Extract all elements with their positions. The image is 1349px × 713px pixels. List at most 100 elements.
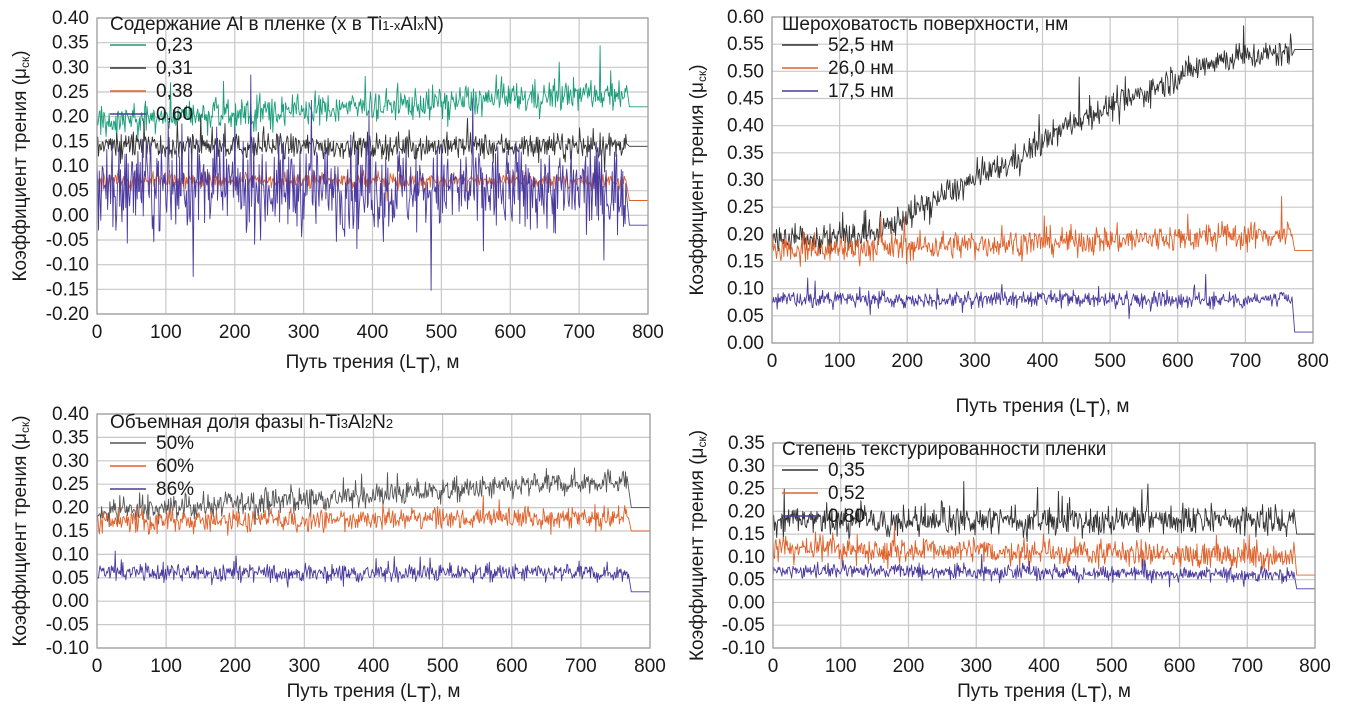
legend: Степень текстурированности пленки0,350,5… bbox=[782, 439, 1106, 527]
series-line-1 bbox=[771, 25, 1313, 255]
chart-panel-1: 0 100 200 300 400 500 600 700 800 -0.20 -0.15 -0.10… bbox=[10, 8, 664, 378]
x-tick-label: 200 bbox=[219, 656, 251, 677]
y-tick-label: 0.15 bbox=[52, 521, 89, 542]
y-tick-label: 0.00 bbox=[727, 333, 764, 354]
y-tick-label: -0.15 bbox=[46, 279, 89, 300]
series-line-1 bbox=[96, 45, 648, 145]
x-tick-label: 700 bbox=[565, 656, 597, 677]
y-tick-label: 0.15 bbox=[727, 252, 764, 273]
y-tick-label: 0.00 bbox=[52, 591, 89, 612]
plot-frame bbox=[771, 16, 1314, 344]
x-tick-label: 800 bbox=[634, 656, 666, 677]
y-tick-label: 0.35 bbox=[52, 427, 89, 448]
y-tick-label: -0.05 bbox=[46, 615, 89, 636]
y-tick-label: 0.05 bbox=[728, 570, 765, 591]
x-tick-label: 400 bbox=[357, 322, 389, 343]
y-tick-label: 0.20 bbox=[52, 498, 89, 519]
x-tick-label: 0 bbox=[768, 656, 779, 677]
legend-title: Шероховатость поверхности, нм bbox=[782, 14, 1068, 35]
x-tick-label: 300 bbox=[960, 656, 992, 677]
y-tick-label: 0.20 bbox=[727, 224, 764, 245]
y-tick-label: 0.10 bbox=[727, 279, 764, 300]
x-tick-label: 400 bbox=[1028, 656, 1060, 677]
legend-item-label: 26,0 нм bbox=[828, 58, 894, 79]
y-tick-label: 0.10 bbox=[52, 156, 89, 177]
y-tick-label: 0.05 bbox=[52, 181, 89, 202]
y-tick-label: 0.25 bbox=[52, 474, 89, 495]
legend-item-label: 0,38 bbox=[156, 81, 193, 102]
y-tick-label: 0.40 bbox=[52, 8, 89, 29]
plot-frame bbox=[96, 17, 649, 315]
legend-item-label: 50% bbox=[156, 433, 194, 454]
y-tick-label: 0.15 bbox=[52, 131, 89, 152]
legend-title: Объемная доля фазы h-Ti3Al2N2 bbox=[110, 412, 393, 433]
x-tick-label: 600 bbox=[496, 656, 528, 677]
legend-item-label: 0,31 bbox=[156, 58, 193, 79]
series-line-2 bbox=[96, 114, 648, 173]
legend-item-label: 0,35 bbox=[828, 460, 865, 481]
legend: Содержание Al в пленке (x в Ti1-xAlxN) 0,… bbox=[110, 14, 444, 125]
series-line-1 bbox=[96, 467, 650, 528]
y-tick-label: 0.30 bbox=[52, 451, 89, 472]
y-tick-label: 0.35 bbox=[52, 33, 89, 54]
y-tick-label: 0.25 bbox=[52, 82, 89, 103]
x-tick-label: 500 bbox=[1096, 656, 1128, 677]
x-tick-label: 800 bbox=[1297, 351, 1329, 372]
series-line-3 bbox=[96, 550, 650, 593]
x-tick-label: 100 bbox=[150, 322, 182, 343]
y-tick-label: 0.50 bbox=[727, 61, 764, 82]
y-tick-label: 0.15 bbox=[728, 524, 765, 545]
y-tick-label: -0.20 bbox=[46, 304, 89, 325]
x-tick-label: 500 bbox=[1094, 351, 1126, 372]
y-tick-label: 0.45 bbox=[727, 89, 764, 110]
x-tick-label: 100 bbox=[824, 351, 856, 372]
y-tick-label: 0.05 bbox=[52, 568, 89, 589]
x-tick-label: 300 bbox=[289, 656, 321, 677]
y-axis-label: Коэффициент трения (μск) bbox=[10, 415, 32, 646]
y-tick-label: 0.20 bbox=[728, 501, 765, 522]
x-tick-label: 400 bbox=[358, 656, 390, 677]
y-tick-label: -0.05 bbox=[46, 230, 89, 251]
x-axis-label: Путь трения (LT), м bbox=[286, 352, 460, 378]
legend-item-label: 60% bbox=[156, 456, 194, 477]
y-tick-label: 0.40 bbox=[727, 116, 764, 137]
y-tick-label: 0.35 bbox=[728, 433, 765, 454]
y-tick-label: -0.10 bbox=[46, 255, 89, 276]
legend-item-label: 0,80 bbox=[828, 506, 865, 527]
x-tick-label: 700 bbox=[563, 322, 595, 343]
legend-title: Содержание Al в пленке (x в Ti1-xAlxN) bbox=[110, 14, 444, 35]
x-tick-label: 600 bbox=[1162, 351, 1194, 372]
series-line-2 bbox=[96, 495, 650, 536]
y-tick-label: 0.30 bbox=[727, 170, 764, 191]
y-tick-label: 0.40 bbox=[52, 404, 89, 425]
series-line-3 bbox=[772, 553, 1315, 590]
x-tick-label: 100 bbox=[825, 656, 857, 677]
y-tick-label: -0.10 bbox=[46, 638, 89, 659]
x-axis-label: Путь трения (LT), м bbox=[956, 396, 1130, 422]
y-axis-label: Коэффициент трения (μск) bbox=[687, 430, 709, 661]
y-tick-label: 0.10 bbox=[728, 547, 765, 568]
x-tick-label: 400 bbox=[1027, 351, 1059, 372]
x-tick-label: 800 bbox=[1299, 656, 1331, 677]
x-tick-label: 500 bbox=[426, 322, 458, 343]
x-tick-label: 200 bbox=[219, 322, 251, 343]
y-tick-label: 0.25 bbox=[728, 479, 765, 500]
y-tick-label: 0.25 bbox=[727, 197, 764, 218]
x-axis-label: Путь трения (LT), м bbox=[287, 681, 461, 707]
x-tick-label: 800 bbox=[632, 322, 664, 343]
chart-panel-4: 0 100 200 300 400 500 600 700 800-0.10-0.050.000… bbox=[687, 430, 1331, 707]
chart-panel-3: 0 100 200 300 400 500 600 700 800-0.10-0.050.000… bbox=[10, 404, 666, 707]
x-tick-label: 300 bbox=[288, 322, 320, 343]
y-axis-label: Коэффициент трения (μск) bbox=[10, 50, 32, 281]
plot-frame bbox=[772, 442, 1316, 649]
legend-item-label: 0,52 bbox=[828, 483, 865, 504]
y-tick-label: 0.30 bbox=[728, 456, 765, 477]
legend-item-label: 86% bbox=[156, 479, 194, 500]
x-tick-label: 200 bbox=[893, 656, 925, 677]
y-tick-label: 0.20 bbox=[52, 107, 89, 128]
y-tick-label: -0.05 bbox=[722, 615, 765, 636]
legend-item-label: 52,5 нм bbox=[828, 35, 894, 56]
